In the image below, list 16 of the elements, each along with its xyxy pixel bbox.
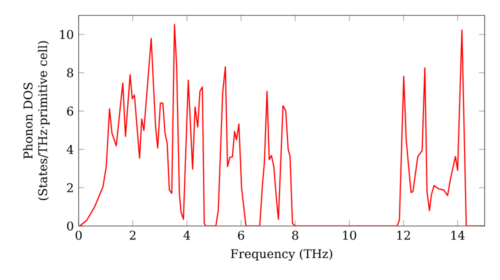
- y-tick-label: 2: [67, 183, 73, 192]
- x-tick-label: 0: [76, 230, 82, 240]
- x-tick-label: 4: [183, 230, 190, 240]
- y-tick-label: 8: [67, 68, 74, 78]
- y-tick-label: 10: [60, 30, 74, 40]
- x-tick-label: 6: [238, 230, 244, 240]
- x-tick-label: 12: [397, 230, 410, 240]
- y-tick-label: 6: [67, 106, 74, 116]
- y-tick-label: 4: [66, 144, 74, 154]
- x-tick-label: 2: [130, 230, 136, 240]
- y-tick-label: 0: [67, 221, 74, 231]
- x-tick-label: 8: [292, 230, 298, 240]
- y-axis-title: Phonon DOS (States/THz·primitive cell): [23, 41, 50, 200]
- x-tick-label: 10: [343, 230, 356, 240]
- x-tick-label: 14: [451, 230, 465, 240]
- x-axis-title: Frequency (THz): [230, 248, 332, 261]
